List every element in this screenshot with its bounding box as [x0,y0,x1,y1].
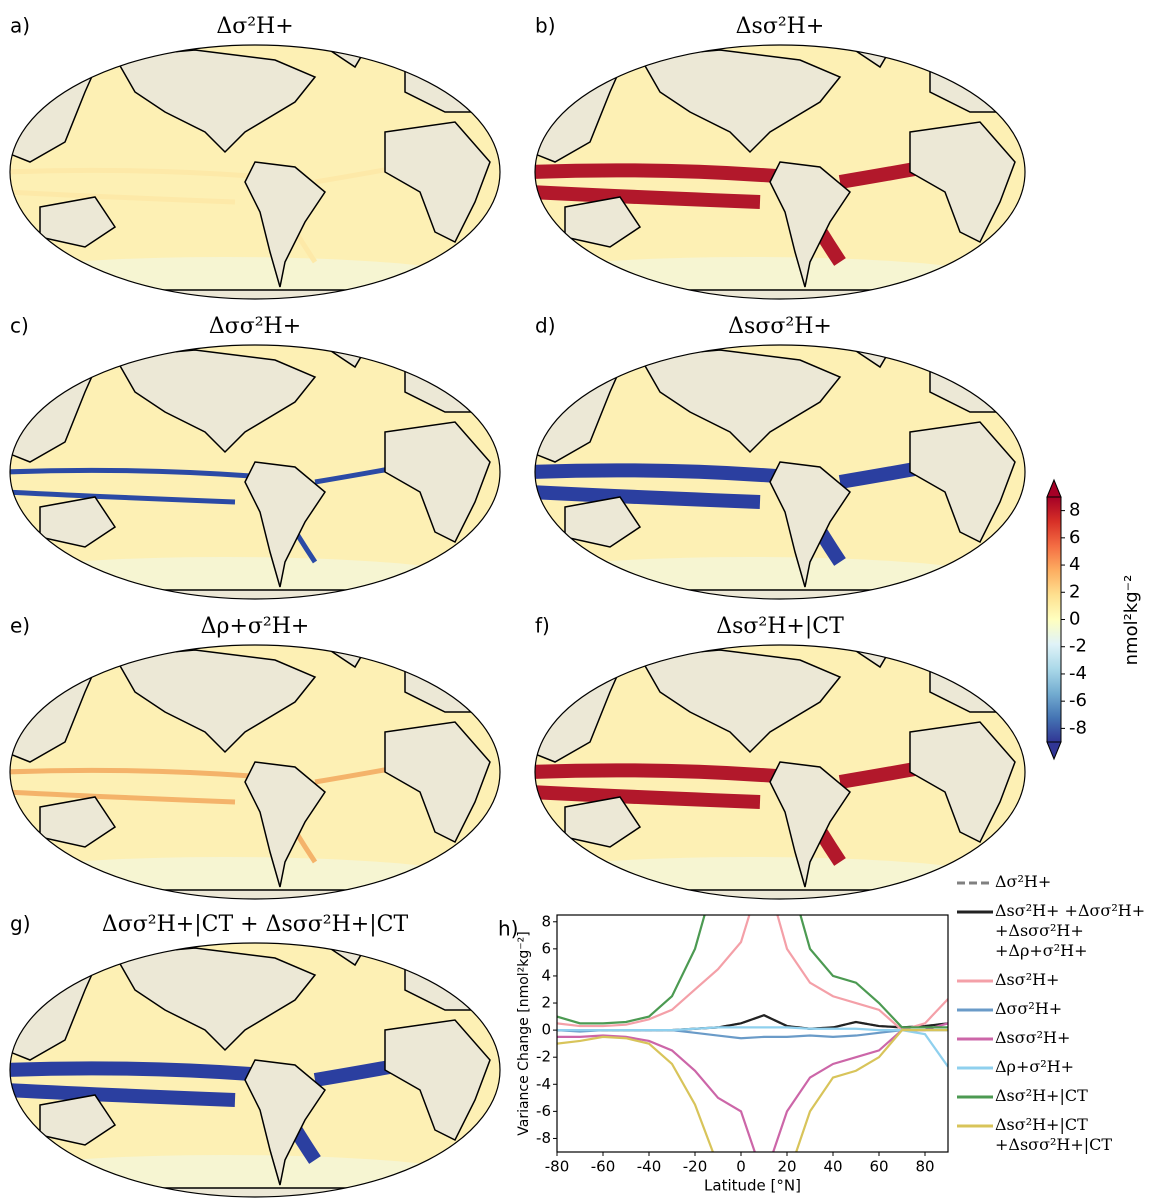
legend-swatch [955,978,995,984]
legend-swatch [955,1036,995,1042]
panel-label: c) [10,314,29,338]
field-band [5,1068,265,1075]
legend-entry: Δσ²H+ [955,872,1151,892]
map [0,45,505,307]
y-axis-label: Variance Change [nmol²kg⁻²] [516,931,532,1135]
legend-label: Δsσ²H+|CT +Δsσσ²H+|CT [995,1115,1151,1155]
x-tick-label: 80 [915,1158,934,1176]
colorbar-tick-label: 8 [1069,500,1080,521]
legend-label: Δsσσ²H+ [995,1028,1070,1048]
x-tick-label: -40 [637,1158,662,1176]
legend: Δσ²H+ Δsσ²H+ +Δσσ²H+ +Δsσσ²H+ +Δρ+σ²H+ Δsσ… [955,872,1151,1164]
colorbar-tick-label: -2 [1069,636,1087,657]
colorbar-extend [1047,742,1061,759]
legend-label: Δρ+σ²H+ [995,1057,1074,1077]
colorbar-tick-label: 0 [1069,609,1080,630]
panel-label: f) [535,614,550,638]
map [490,345,1030,607]
legend-entry: Δsσ²H+|CT +Δsσσ²H+|CT [955,1115,1151,1155]
map [490,645,1030,907]
panel-title: Δσσ²H+|CT + Δsσσ²H+|CT [102,912,409,937]
colorbar-tick-label: -8 [1069,717,1087,738]
colorbar-tick-label: 4 [1069,554,1080,575]
colorbar-tick-label: -6 [1069,690,1087,711]
legend-entry: Δsσ²H+ +Δσσ²H+ +Δsσσ²H+ +Δρ+σ²H+ [955,901,1151,961]
panel-label: b) [535,14,556,38]
legend-entry: Δσσ²H+ [955,999,1151,1019]
y-tick-label: 0 [541,1021,551,1039]
panel-label: a) [10,14,30,38]
series-line [557,1030,948,1179]
legend-label: Δsσ²H+ [995,970,1059,990]
colorbar [1047,497,1061,742]
x-tick-label: 60 [869,1158,888,1176]
field-band [530,170,790,177]
field-band [530,470,790,477]
map [0,943,505,1198]
legend-swatch [955,1123,995,1129]
legend-entry: Δρ+σ²H+ [955,1057,1151,1077]
legend-entry: Δsσ²H+|CT [955,1086,1151,1106]
legend-swatch [955,909,995,915]
colorbar-extend [1047,480,1061,497]
legend-entry: Δsσσ²H+ [955,1028,1151,1048]
legend-swatch [955,1007,995,1013]
colorbar-tick-label: 6 [1069,527,1080,548]
map [490,45,1030,307]
field-band [530,770,790,777]
panel-label: g) [10,912,31,936]
map [0,645,505,907]
panel-title: Δsσ²H+|CT [716,614,844,639]
panel-title: Δσ²H+ [216,14,293,39]
field [490,347,1030,607]
field [490,47,1030,307]
x-tick-label: 20 [777,1158,796,1176]
y-tick-label: -6 [536,1102,551,1120]
colorbar-tick-label: -4 [1069,663,1087,684]
y-tick-label: 2 [541,994,551,1012]
colorbar-label: nmol²kg⁻² [1121,575,1142,666]
legend-label: Δσ²H+ [995,872,1051,892]
panel-title: Δρ+σ²H+ [201,614,310,639]
field [490,647,1030,907]
panel-title: Δsσ²H+ [736,14,825,39]
panel-title: Δsσσ²H+ [728,314,832,339]
colorbar-tick-label: 2 [1069,581,1080,602]
series-line [557,1027,948,1066]
legend-label: Δσσ²H+ [995,999,1062,1019]
legend-entry: Δsσ²H+ [955,970,1151,990]
y-tick-label: -2 [536,1048,551,1066]
legend-label: Δsσ²H+|CT [995,1086,1088,1106]
map [0,345,505,607]
legend-swatch [955,880,995,886]
legend-swatch [955,1065,995,1071]
panel-title: Δσσ²H+ [209,314,301,339]
field-region [490,857,1010,907]
figure: a) Δσ²H+ b) Δsσ²H+ c) Δσσ²H+ d) Δsσσ²H+ e) Δρ+σ²H… [0,0,1151,1198]
plot-frame [557,915,948,1152]
panel-label: e) [10,614,30,638]
x-tick-label: -60 [591,1158,616,1176]
field-region [490,257,1010,307]
legend-label: Δsσ²H+ +Δσσ²H+ +Δsσσ²H+ +Δρ+σ²H+ [995,901,1151,961]
x-tick-label: 40 [823,1158,842,1176]
x-tick-label: 0 [736,1158,746,1176]
y-tick-label: -4 [536,1075,551,1093]
y-tick-label: 8 [541,912,551,930]
y-tick-label: 4 [541,966,551,984]
y-tick-label: -8 [536,1129,551,1147]
field-region [490,557,1010,607]
legend-swatch [955,1094,995,1100]
panel-label: d) [535,314,556,338]
x-axis-label: Latitude [°N] [704,1177,801,1195]
x-tick-label: -20 [683,1158,708,1176]
y-tick-label: 6 [541,939,551,957]
x-tick-label: -80 [545,1158,570,1176]
